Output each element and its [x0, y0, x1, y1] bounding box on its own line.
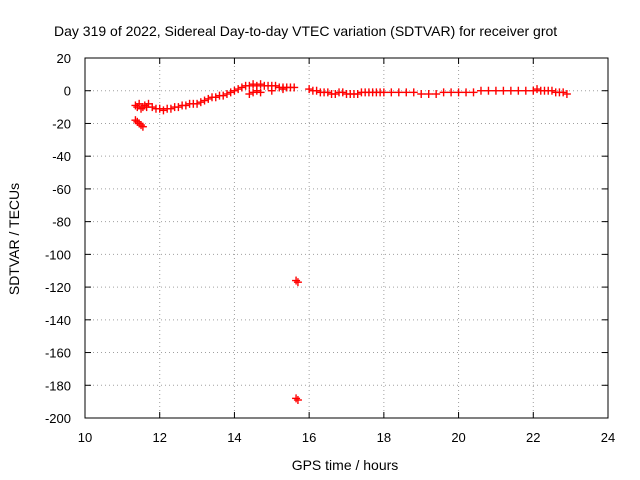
- data-point: [439, 88, 448, 97]
- data-point: [454, 88, 463, 97]
- y-tick-label: -100: [45, 247, 71, 262]
- data-point: [196, 98, 205, 107]
- axis-ticks: 10 12 14 16 18 20 22 24 20 0 -20 -40 -60 -80 -100 -120 -…: [45, 51, 615, 445]
- data-point: [462, 88, 471, 97]
- y-tick-label: -200: [45, 411, 71, 426]
- data-point: [499, 86, 508, 95]
- data-point: [292, 276, 301, 285]
- y-tick-label: -160: [45, 346, 71, 361]
- data-point: [211, 93, 220, 102]
- data-point: [331, 90, 340, 98]
- data-point: [237, 83, 246, 92]
- data-point: [353, 90, 362, 98]
- data-points: [131, 80, 571, 404]
- data-point: [514, 86, 523, 95]
- data-point: [521, 86, 530, 95]
- x-tick-label: 10: [78, 430, 92, 445]
- data-point: [469, 88, 478, 97]
- chart-title: Day 319 of 2022, Sidereal Day-to-day VTE…: [54, 23, 557, 39]
- data-point: [293, 396, 302, 404]
- data-point: [409, 88, 418, 97]
- data-point: [547, 86, 556, 95]
- y-tick-label: -40: [52, 149, 71, 164]
- data-point: [234, 85, 243, 94]
- data-point: [305, 85, 314, 94]
- y-tick-label: -20: [52, 116, 71, 131]
- data-point: [256, 88, 265, 97]
- data-point: [432, 90, 441, 98]
- gridlines: [85, 58, 608, 418]
- x-tick-label: 20: [451, 430, 465, 445]
- data-point: [200, 96, 209, 105]
- data-point: [424, 90, 433, 98]
- data-point: [379, 88, 388, 97]
- data-point: [292, 394, 301, 403]
- y-tick-label: -60: [52, 182, 71, 197]
- data-point: [256, 80, 265, 89]
- data-point: [131, 101, 140, 110]
- x-tick-label: 22: [526, 430, 540, 445]
- data-point: [159, 106, 168, 115]
- data-point: [338, 88, 347, 97]
- data-point: [417, 90, 426, 98]
- data-point: [491, 86, 500, 95]
- data-point: [222, 90, 231, 98]
- data-point: [529, 86, 538, 95]
- x-tick-label: 14: [227, 430, 241, 445]
- data-point: [506, 86, 515, 95]
- data-point: [245, 90, 254, 98]
- data-point: [148, 103, 157, 112]
- data-point: [174, 103, 183, 112]
- data-point: [533, 85, 542, 94]
- data-point: [181, 101, 190, 110]
- y-tick-label: -120: [45, 280, 71, 295]
- data-point: [271, 81, 280, 90]
- data-point: [402, 88, 411, 97]
- data-point: [230, 86, 239, 95]
- data-point: [312, 86, 321, 95]
- data-point: [484, 86, 493, 95]
- data-point: [562, 90, 571, 98]
- data-point: [267, 86, 276, 95]
- data-point: [249, 88, 258, 97]
- x-tick-label: 16: [302, 430, 316, 445]
- data-point: [138, 122, 147, 131]
- data-point: [252, 86, 261, 95]
- data-point: [219, 91, 228, 100]
- x-axis-title: GPS time / hours: [292, 457, 399, 473]
- data-point: [140, 101, 149, 110]
- data-point: [278, 85, 287, 94]
- y-tick-label: 20: [57, 51, 71, 66]
- data-point: [559, 88, 568, 97]
- data-point: [245, 81, 254, 90]
- x-tick-label: 24: [601, 430, 615, 445]
- y-tick-label: -180: [45, 378, 71, 393]
- data-point: [249, 80, 258, 89]
- x-tick-label: 18: [377, 430, 391, 445]
- data-point: [476, 86, 485, 95]
- data-point: [204, 94, 213, 103]
- plot-frame: [84, 57, 609, 419]
- data-point: [226, 88, 235, 97]
- data-point: [387, 88, 396, 97]
- data-point: [447, 88, 456, 97]
- y-tick-label: -140: [45, 313, 71, 328]
- data-point: [193, 99, 202, 108]
- data-point: [166, 104, 175, 113]
- data-point: [394, 88, 403, 97]
- y-tick-label: 0: [64, 84, 71, 99]
- data-point: [155, 104, 164, 113]
- data-point: [293, 278, 302, 287]
- x-tick-label: 12: [152, 430, 166, 445]
- y-tick-label: -80: [52, 215, 71, 230]
- y-axis-title: SDTVAR / TECUs: [6, 183, 22, 295]
- data-point: [323, 88, 332, 97]
- data-point: [290, 83, 299, 92]
- data-point: [137, 121, 146, 130]
